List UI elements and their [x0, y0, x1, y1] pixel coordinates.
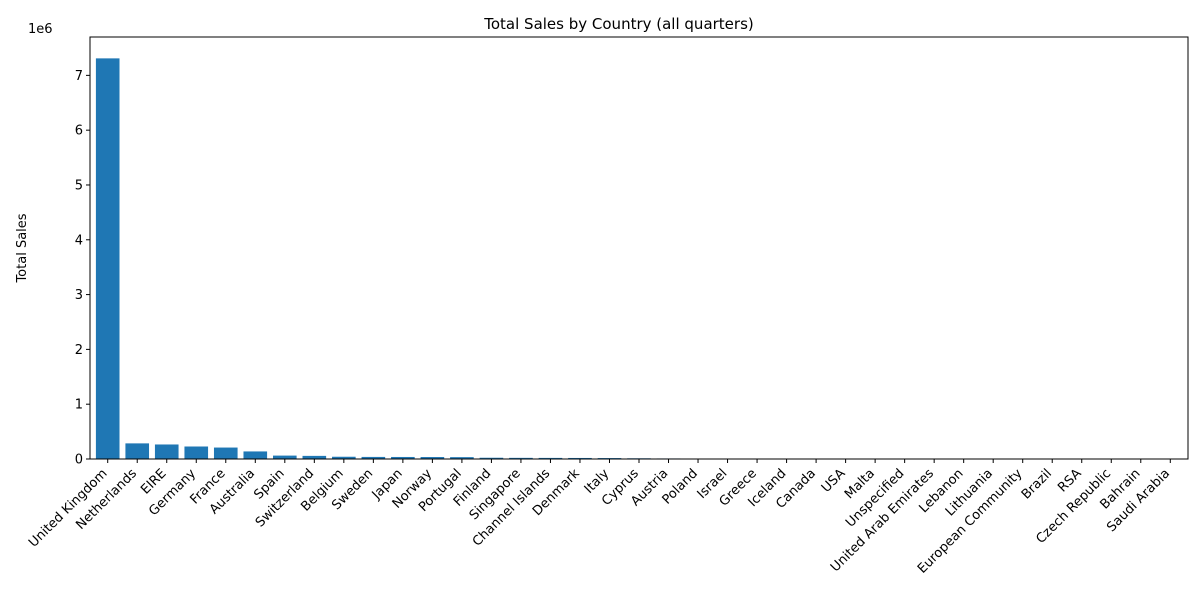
- y-axis-label: Total Sales: [15, 213, 30, 283]
- y-tick-label: 7: [75, 69, 83, 84]
- x-tick-label: Brazil: [1019, 466, 1055, 502]
- x-axis-ticks: United KingdomNetherlandsEIREGermanyFran…: [26, 459, 1173, 577]
- bar-france: [214, 448, 238, 459]
- bars-group: [96, 58, 1182, 459]
- y-axis-offset-label: 1e6: [28, 22, 53, 37]
- bar-eire: [155, 444, 179, 459]
- y-tick-label: 1: [75, 398, 83, 413]
- y-tick-label: 2: [75, 343, 83, 358]
- bar-spain: [273, 456, 297, 459]
- y-tick-label: 6: [75, 124, 83, 139]
- bar-germany: [184, 447, 208, 460]
- y-tick-label: 5: [75, 178, 83, 193]
- y-axis-ticks: 0 1 2 3 4 5 6 7: [75, 69, 90, 468]
- chart-title: Total Sales by Country (all quarters): [483, 15, 754, 33]
- bar-australia: [243, 451, 267, 459]
- plot-frame: [90, 37, 1188, 459]
- y-tick-label: 0: [75, 453, 83, 468]
- y-tick-label: 3: [75, 288, 83, 303]
- bar-netherlands: [125, 443, 149, 459]
- bar-united-kingdom: [96, 58, 120, 459]
- y-tick-label: 4: [75, 233, 83, 248]
